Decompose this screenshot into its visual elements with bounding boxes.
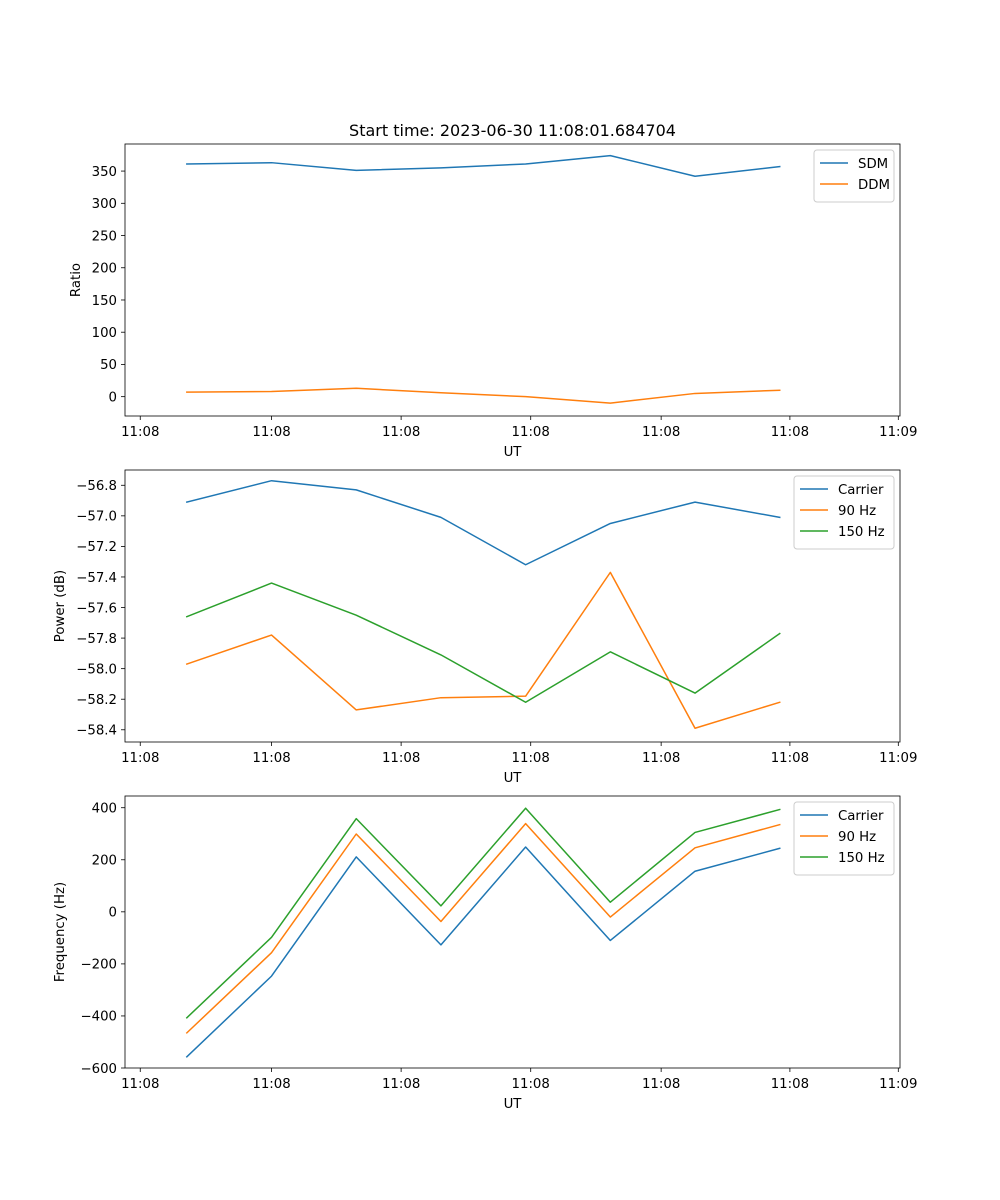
- x-tick-label: 11:08: [642, 1077, 680, 1092]
- x-tick-label: 11:08: [121, 751, 159, 766]
- y-tick-label: 100: [92, 326, 117, 341]
- y-tick-label: 0: [109, 906, 117, 921]
- x-tick-label: 11:08: [382, 1077, 420, 1092]
- x-tick-label: 11:09: [879, 1077, 917, 1092]
- subplot-1: 11:08 11:08 11:08 11:08 11:08 11:08 11:09 0 50 10…: [69, 143, 917, 460]
- x-tick-label: 11:08: [382, 751, 420, 766]
- y-axis-label: Ratio: [69, 263, 84, 297]
- series-line-150-hz: [185, 582, 781, 704]
- y-tick-label: −58.0: [76, 662, 117, 677]
- y-tick-label: 50: [100, 358, 117, 373]
- figure-title: Start time: 2023-06-30 11:08:01.684704: [349, 121, 676, 140]
- x-tick-label: 11:08: [252, 751, 290, 766]
- legend: SDM DDM: [813, 149, 895, 203]
- y-tick-label: 250: [92, 229, 117, 244]
- y-tick-label: −57.6: [76, 601, 117, 616]
- y-tick-label: 200: [92, 262, 117, 277]
- x-tick-label: 11:08: [771, 751, 809, 766]
- y-tick-label: −56.8: [76, 479, 117, 494]
- series-line-sdm: [186, 154, 781, 177]
- x-tick-label: 11:08: [512, 425, 550, 440]
- subplots: 11:08 11:08 11:08 11:08 11:08 11:08 11:09 0 50 10…: [53, 143, 917, 1112]
- x-tick-label: 11:08: [121, 1077, 159, 1092]
- legend-label: 90 Hz: [838, 504, 876, 519]
- y-tick-label: 300: [92, 197, 117, 212]
- x-tick-label: 11:09: [879, 751, 917, 766]
- y-tick-label: −58.4: [76, 724, 117, 739]
- subplot-3: 11:08 11:08 11:08 11:08 11:08 11:08 11:09 −600 −…: [53, 795, 917, 1112]
- series-line-carrier: [185, 846, 781, 1058]
- series-line-150-hz: [185, 807, 781, 1019]
- y-tick-label: −57.2: [76, 540, 117, 555]
- legend-label: SDM: [858, 157, 888, 172]
- legend-label: Carrier: [838, 483, 884, 498]
- x-tick-label: 11:08: [252, 425, 290, 440]
- y-tick-label: 400: [92, 802, 117, 817]
- y-tick-label: 0: [109, 390, 117, 405]
- y-tick-label: 200: [92, 854, 117, 869]
- series-line-90-hz: [185, 822, 781, 1034]
- y-tick-label: 350: [92, 165, 117, 180]
- y-tick-label: −200: [80, 958, 117, 973]
- y-tick-label: −58.2: [76, 693, 117, 708]
- axes-frame: [124, 143, 901, 417]
- y-tick-label: −57.0: [76, 510, 117, 525]
- x-axis-label: UT: [504, 445, 523, 460]
- x-tick-label: 11:08: [512, 1077, 550, 1092]
- series-line-90-hz: [185, 571, 781, 729]
- legend-label: 150 Hz: [838, 525, 885, 540]
- x-tick-label: 11:08: [382, 425, 420, 440]
- y-axis-label: Power (dB): [53, 570, 68, 642]
- x-tick-label: 11:08: [771, 1077, 809, 1092]
- axes-frame: [124, 469, 901, 743]
- y-axis-label: Frequency (Hz): [53, 882, 68, 982]
- x-tick-label: 11:08: [771, 425, 809, 440]
- legend-label: DDM: [858, 178, 890, 193]
- legend-label: 90 Hz: [838, 830, 876, 845]
- legend-label: 150 Hz: [838, 851, 885, 866]
- legend: Carrier 90 Hz 150 Hz: [793, 475, 895, 550]
- x-axis-label: UT: [504, 771, 523, 786]
- x-tick-label: 11:08: [642, 751, 680, 766]
- series-line-carrier: [185, 479, 781, 566]
- x-tick-label: 11:09: [879, 425, 917, 440]
- y-tick-label: −400: [80, 1010, 117, 1025]
- x-axis-label: UT: [504, 1097, 523, 1112]
- y-tick-label: −600: [80, 1062, 117, 1077]
- y-tick-label: −57.4: [76, 571, 117, 586]
- series-line-ddm: [186, 387, 781, 404]
- y-tick-label: −57.8: [76, 632, 117, 647]
- subplot-2: 11:08 11:08 11:08 11:08 11:08 11:08 11:09 −58.4…: [53, 469, 917, 786]
- x-tick-label: 11:08: [252, 1077, 290, 1092]
- x-tick-label: 11:08: [512, 751, 550, 766]
- x-tick-label: 11:08: [642, 425, 680, 440]
- legend: Carrier 90 Hz 150 Hz: [793, 801, 895, 876]
- y-tick-label: 150: [92, 294, 117, 309]
- axes-frame: [124, 795, 901, 1069]
- x-tick-label: 11:08: [121, 425, 159, 440]
- legend-label: Carrier: [838, 809, 884, 824]
